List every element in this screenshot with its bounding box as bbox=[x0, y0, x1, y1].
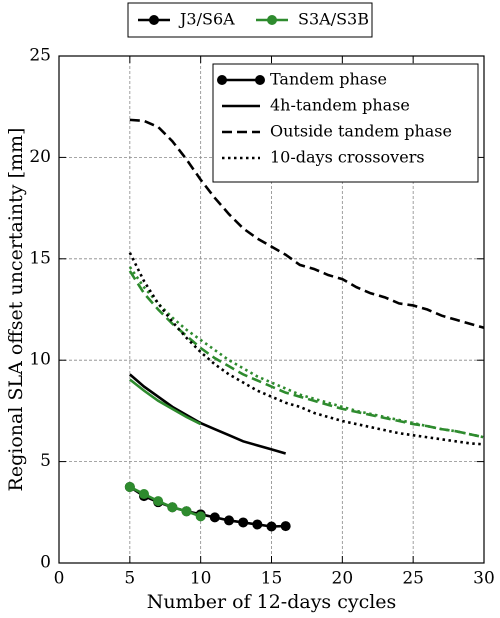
x-tick-label: 5 bbox=[124, 569, 135, 589]
series-line bbox=[129, 485, 286, 528]
legend-label: 4h-tandem phase bbox=[270, 96, 410, 115]
series-line bbox=[128, 270, 485, 439]
y-tick-label: 5 bbox=[40, 451, 51, 471]
x-tick-label: 10 bbox=[190, 569, 212, 589]
y-tick-label: 20 bbox=[29, 147, 51, 167]
legend-marker bbox=[255, 75, 265, 85]
y-axis-label: Regional SLA offset uncertainty [mm] bbox=[5, 128, 27, 492]
series-line bbox=[128, 252, 485, 446]
y-tick-label: 0 bbox=[40, 553, 51, 573]
marker bbox=[139, 489, 149, 500]
marker bbox=[209, 512, 220, 523]
marker bbox=[224, 515, 234, 526]
marker bbox=[153, 496, 164, 507]
legend-marker bbox=[217, 75, 227, 85]
legend-marker bbox=[149, 15, 159, 25]
legend-label: S3A/S3B bbox=[298, 10, 369, 29]
series-line bbox=[129, 378, 202, 426]
legend-label: Tandem phase bbox=[270, 70, 387, 89]
legend-marker bbox=[267, 15, 277, 25]
y-tick-label: 10 bbox=[29, 350, 51, 370]
marker bbox=[280, 521, 291, 532]
x-axis-label: Number of 12-days cycles bbox=[147, 591, 397, 613]
marker bbox=[124, 481, 135, 492]
series-line bbox=[129, 118, 485, 330]
marker bbox=[195, 511, 206, 522]
legend-label: J3/S6A bbox=[178, 10, 235, 29]
marker bbox=[266, 521, 277, 532]
x-tick-label: 25 bbox=[402, 569, 424, 589]
x-tick-label: 0 bbox=[54, 569, 65, 589]
marker bbox=[181, 506, 192, 517]
x-tick-label: 30 bbox=[473, 569, 495, 589]
series-line bbox=[128, 373, 287, 455]
x-tick-label: 20 bbox=[332, 569, 354, 589]
plot-frame bbox=[58, 55, 485, 564]
x-tick-label: 15 bbox=[261, 569, 283, 589]
legend-label: Outside tandem phase bbox=[270, 122, 452, 141]
marker bbox=[167, 502, 178, 513]
y-tick-label: 15 bbox=[29, 248, 51, 268]
y-tick-label: 25 bbox=[29, 46, 51, 66]
legend-label: 10-days crossovers bbox=[270, 148, 425, 167]
marker bbox=[238, 517, 249, 528]
marker bbox=[252, 519, 263, 530]
series-line bbox=[128, 266, 485, 439]
